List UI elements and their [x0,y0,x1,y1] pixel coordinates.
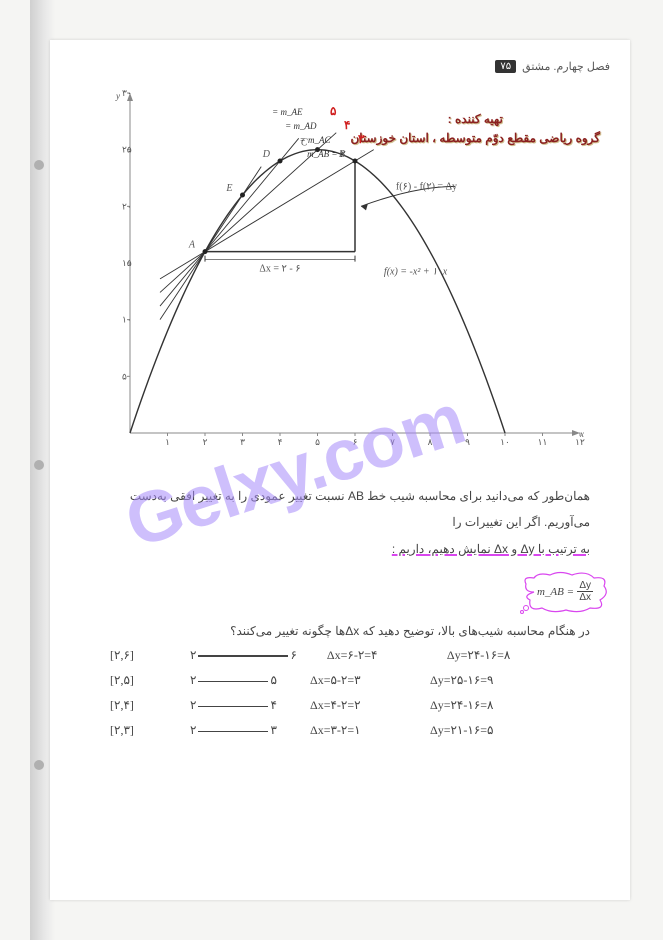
svg-text:m_AC =: m_AC = [300,135,332,145]
delta-x: Δx=۵-۲=۳ [310,673,400,688]
range-line: ۲۳ [190,723,280,738]
svg-text:A: A [188,240,196,251]
svg-text:y: y [115,91,120,101]
svg-text:۱۵: ۱۵ [122,258,132,268]
svg-text:۶: ۶ [353,437,358,447]
svg-text:m_AB = ۲: m_AB = ۲ [307,149,346,159]
range-line: ۲۴ [190,698,280,713]
svg-text:۳: ۳ [358,132,365,146]
delta-x: Δx=۶-۲=۴ [327,648,417,663]
formula-cloud: m_AB = Δy Δx [520,570,610,614]
svg-text:۱۲: ۱۲ [575,437,585,447]
formula-fraction: Δy Δx [577,581,593,603]
chart-area: yx۵۱۰۱۵۲۰۲۵۳۰۱۲۳۴۵۶۷۸۹۱۰۱۱۱۲۶ - ۲ = Δxf(… [80,83,600,463]
delta-y: Δy=۲۴-۱۶=۸ [447,648,537,663]
svg-text:۱۰: ۱۰ [122,315,132,325]
svg-text:۴: ۴ [344,118,350,132]
svg-text:۸: ۸ [428,437,433,447]
svg-text:۱۰: ۱۰ [500,437,510,447]
delta-y: Δy=۲۱-۱۶=۵ [430,723,520,738]
svg-text:۷: ۷ [390,437,395,447]
delta-x: Δx=۳-۲=۱ [310,723,400,738]
svg-text:۹: ۹ [465,437,470,447]
svg-text:f(۶) - f(۲) = Δy: f(۶) - f(۲) = Δy [396,181,457,192]
svg-text:۲: ۲ [203,437,208,447]
svg-text:۱۱: ۱۱ [538,437,548,447]
svg-text:E: E [225,183,232,194]
svg-text:۲۵: ۲۵ [122,145,132,155]
svg-text:۵: ۵ [122,371,127,381]
svg-text:D: D [262,149,271,160]
table-row: [۲,۵] ۲۵ Δx=۵-۲=۳ Δy=۲۵-۱۶=۹ [110,673,570,688]
delta-x: Δx=۴-۲=۲ [310,698,400,713]
paragraph-1: همان‌طور که می‌دانید برای محاسبه شیب خط … [90,483,590,562]
svg-text:f(x) = -x² + ۱۰x: f(x) = -x² + ۱۰x [384,266,448,277]
interval: [۲,۴] [110,698,160,713]
page-number: ۷۵ [495,60,516,73]
svg-text:m_AD =: m_AD = [285,121,317,131]
table-row: [۲,۳] ۲۳ Δx=۳-۲=۱ Δy=۲۱-۱۶=۵ [110,723,570,738]
range-line: ۲۶ [190,648,297,663]
binder-hole [34,460,44,470]
p1-text: همان‌طور که می‌دانید برای محاسبه شیب خط … [130,489,590,529]
chart-svg: yx۵۱۰۱۵۲۰۲۵۳۰۱۲۳۴۵۶۷۸۹۱۰۱۱۱۲۶ - ۲ = Δxf(… [80,83,600,463]
page-content: فصل چهارم. مشتق ۷۵ تهیه کننده : گروه ریا… [50,40,630,900]
range-line: ۲۵ [190,673,280,688]
svg-text:۳۰: ۳۰ [122,88,132,98]
svg-text:۶ - ۲ = Δx: ۶ - ۲ = Δx [259,264,300,275]
question-text: در هنگام محاسبه شیب‌های بالا، توضیح دهید… [90,624,590,638]
p2-text: به ترتیب با Δy و Δx نمایش دهیم، داریم : [392,542,590,556]
svg-text:۵: ۵ [330,104,337,118]
table-row: [۲,۴] ۲۴ Δx=۴-۲=۲ Δy=۲۴-۱۶=۸ [110,698,570,713]
svg-text:۱: ۱ [165,437,170,447]
svg-text:۴: ۴ [278,437,283,447]
binder-hole [34,760,44,770]
interval: [۲,۶] [110,648,160,663]
delta-y: Δy=۲۴-۱۶=۸ [430,698,520,713]
page-header: فصل چهارم. مشتق ۷۵ [70,60,610,73]
table-row: [۲,۶] ۲۶ Δx=۶-۲=۴ Δy=۲۴-۱۶=۸ [110,648,570,663]
svg-text:۳: ۳ [240,437,245,447]
formula-lhs: m_AB = [537,586,574,598]
calculation-table: [۲,۶] ۲۶ Δx=۶-۲=۴ Δy=۲۴-۱۶=۸ [۲,۵] ۲۵ Δx=۵-۲=۳… [110,648,570,738]
svg-text:۵: ۵ [315,437,320,447]
delta-y: Δy=۲۵-۱۶=۹ [430,673,520,688]
binder-hole [34,160,44,170]
chapter-title: فصل چهارم. مشتق [522,60,610,73]
svg-text:۲۰: ۲۰ [122,201,132,211]
svg-text:m_AE =: m_AE = [272,107,303,117]
interval: [۲,۳] [110,723,160,738]
interval: [۲,۵] [110,673,160,688]
